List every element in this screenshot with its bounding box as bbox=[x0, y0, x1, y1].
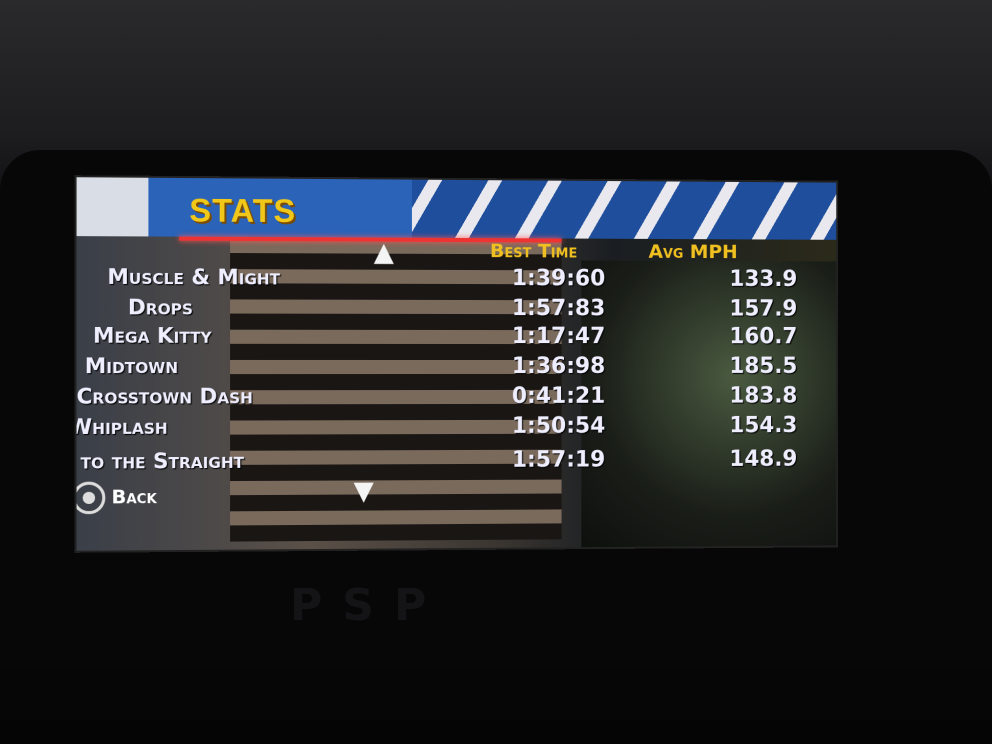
best-time: 0:41:21 bbox=[511, 383, 606, 409]
avg-mph: 160.7 bbox=[729, 324, 798, 350]
avg-mph: 154.3 bbox=[729, 413, 798, 439]
track-name: Drops bbox=[127, 295, 193, 320]
stats-row: Whiplash 1:50:54 154.3 bbox=[74, 413, 837, 445]
best-time: 1:57:19 bbox=[511, 447, 606, 473]
best-time: 1:57:83 bbox=[511, 296, 606, 322]
psp-logo: PSP bbox=[290, 580, 447, 631]
column-header-best-time: Best Time bbox=[489, 240, 578, 263]
avg-mph: 148.9 bbox=[729, 446, 798, 472]
scroll-down-arrow-icon[interactable]: ▼ bbox=[353, 476, 374, 507]
back-label: Back bbox=[111, 485, 157, 509]
game-screen: STATS Best Time Avg MPH ▲ Muscle & Might… bbox=[74, 175, 839, 553]
page-title: STATS bbox=[189, 192, 297, 230]
best-time: 1:50:54 bbox=[511, 413, 606, 439]
stats-row: Midtown 1:36:98 185.5 bbox=[77, 354, 837, 384]
stats-row: Mega Kitty 1:17:47 160.7 bbox=[77, 323, 837, 354]
track-name: Whiplash bbox=[74, 414, 168, 440]
scroll-up-arrow-icon[interactable]: ▲ bbox=[373, 237, 394, 268]
column-header-avg-mph: Avg MPH bbox=[648, 240, 738, 264]
best-time: 1:17:47 bbox=[511, 324, 606, 350]
stats-row: Muscle & Might 1:39:60 133.9 bbox=[77, 265, 837, 297]
avg-mph: 133.9 bbox=[729, 267, 798, 292]
track-name: Midtown bbox=[84, 353, 179, 379]
track-name: Crosstown Dash bbox=[76, 384, 253, 409]
circle-button-icon bbox=[74, 481, 106, 515]
track-name: Mega Kitty bbox=[93, 323, 212, 348]
avg-mph: 185.5 bbox=[729, 354, 798, 379]
stats-row: Crosstown Dash 0:41:21 183.8 bbox=[77, 384, 837, 415]
best-time: 1:39:60 bbox=[511, 266, 606, 292]
avg-mph: 157.9 bbox=[729, 296, 798, 322]
track-name: Muscle & Might bbox=[107, 264, 281, 290]
banner-left bbox=[76, 177, 149, 237]
track-name: 4 to the Straight bbox=[74, 448, 245, 474]
stats-row: Drops 1:57:83 157.9 bbox=[77, 295, 837, 327]
best-time: 1:36:98 bbox=[511, 354, 606, 379]
avg-mph: 183.8 bbox=[729, 383, 798, 409]
back-button[interactable]: Back bbox=[74, 481, 157, 515]
stats-row: 4 to the Straight 1:57:19 148.9 bbox=[74, 446, 837, 480]
